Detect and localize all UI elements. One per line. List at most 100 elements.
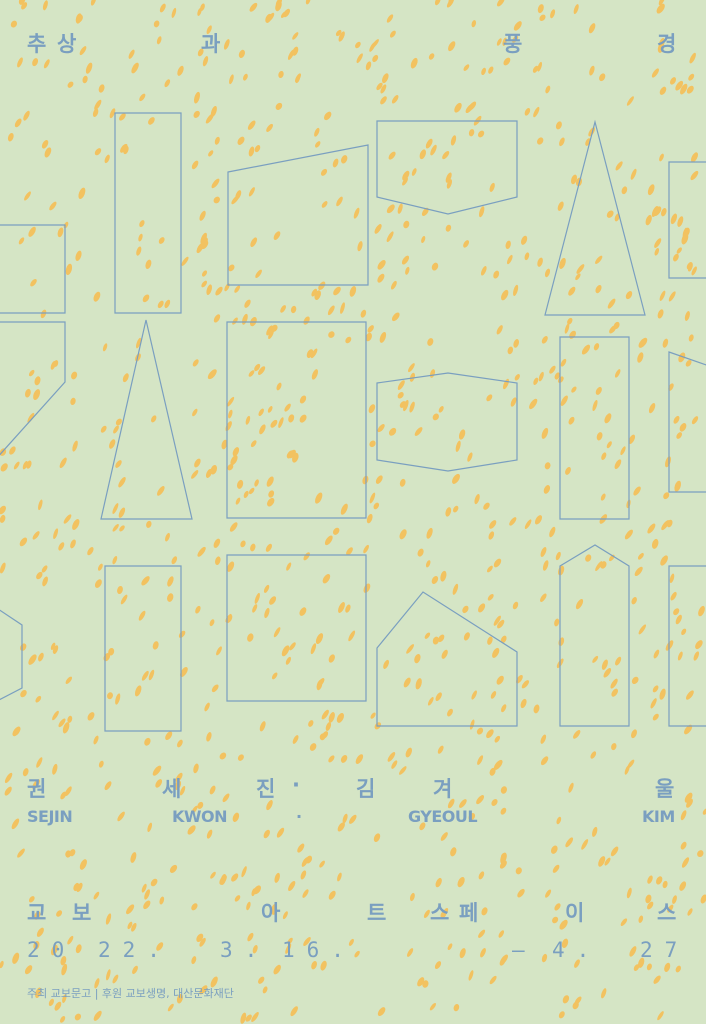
speckle: [242, 73, 248, 81]
speckle: [458, 429, 466, 440]
speckle: [685, 690, 694, 700]
speckle: [455, 440, 461, 452]
speckle: [36, 927, 44, 937]
speckle: [134, 685, 142, 697]
speckle: [33, 389, 41, 401]
speckle: [637, 552, 644, 560]
speckle: [246, 901, 251, 911]
speckle: [431, 262, 439, 271]
speckle: [94, 579, 102, 588]
speckle: [664, 962, 671, 973]
speckle: [34, 911, 41, 920]
speckle: [543, 485, 551, 494]
speckle: [450, 847, 457, 857]
speckle: [297, 843, 305, 853]
speckle: [365, 61, 372, 71]
speckle: [231, 873, 239, 882]
speckle: [275, 0, 282, 12]
speckle: [324, 535, 333, 546]
speckle: [389, 30, 396, 38]
speckle: [54, 1001, 62, 1011]
speckle: [336, 196, 343, 207]
speckle: [515, 867, 522, 875]
speckle: [144, 737, 151, 746]
speckle: [65, 676, 73, 685]
speckle: [367, 325, 374, 333]
speckle: [415, 678, 422, 690]
speckle: [497, 619, 505, 629]
speckle: [659, 86, 667, 95]
speckle: [435, 692, 442, 701]
speckle: [36, 571, 43, 580]
speckle: [332, 527, 340, 535]
speckle: [67, 715, 73, 723]
speckle: [391, 760, 398, 769]
speckle: [156, 36, 162, 45]
speckle: [631, 676, 639, 685]
title-char: 풍: [503, 32, 523, 56]
speckle: [403, 677, 411, 688]
speckle: [459, 799, 467, 808]
speckle: [206, 732, 212, 742]
speckle: [69, 849, 76, 857]
date-part: 3.: [220, 938, 270, 962]
speckle: [273, 964, 281, 975]
speckle: [251, 1012, 259, 1022]
speckle: [489, 975, 497, 985]
speckle: [427, 338, 434, 346]
speckle: [687, 908, 693, 916]
speckle: [65, 263, 73, 276]
speckle: [471, 690, 477, 700]
speckle: [206, 284, 213, 296]
speckle: [240, 540, 246, 548]
speckle: [386, 204, 395, 214]
speckle: [49, 201, 57, 211]
speckle: [199, 937, 206, 947]
speckle: [469, 719, 475, 730]
speckle: [477, 755, 484, 765]
speckle: [215, 556, 221, 565]
speckle: [406, 644, 415, 654]
date-part: 20: [27, 938, 77, 962]
speckle: [30, 278, 37, 287]
speckle: [468, 129, 475, 137]
speckle: [491, 799, 498, 806]
speckle: [480, 947, 486, 958]
speckle: [38, 499, 43, 511]
speckle: [11, 818, 20, 830]
speckle: [232, 447, 240, 457]
speckle: [513, 339, 520, 348]
speckle: [377, 1007, 386, 1017]
speckle: [595, 561, 603, 572]
speckle: [391, 95, 399, 104]
speckle: [638, 957, 645, 968]
speckle: [680, 841, 687, 850]
speckle: [555, 121, 562, 130]
speckle: [604, 413, 612, 424]
speckle: [289, 642, 296, 651]
speckle: [514, 374, 520, 381]
speckle: [387, 752, 396, 762]
speckle: [544, 268, 551, 278]
speckle: [397, 203, 403, 214]
speckle: [266, 123, 273, 132]
speckle: [254, 145, 261, 153]
speckle: [7, 132, 14, 142]
speckle: [500, 807, 507, 815]
speckle: [94, 99, 102, 111]
speckle: [681, 857, 690, 868]
speckle: [607, 298, 616, 309]
speckle: [131, 922, 137, 932]
artist-char: 겨: [433, 777, 453, 801]
speckle: [550, 9, 556, 19]
speckle: [286, 562, 292, 571]
speckle: [271, 324, 278, 332]
speckle: [209, 785, 216, 795]
speckle: [626, 96, 634, 106]
shape-house: [376, 591, 518, 727]
speckle: [94, 148, 102, 156]
speckle: [243, 490, 249, 498]
speckle: [255, 269, 262, 279]
speckle: [206, 829, 213, 839]
speckle: [691, 416, 699, 425]
